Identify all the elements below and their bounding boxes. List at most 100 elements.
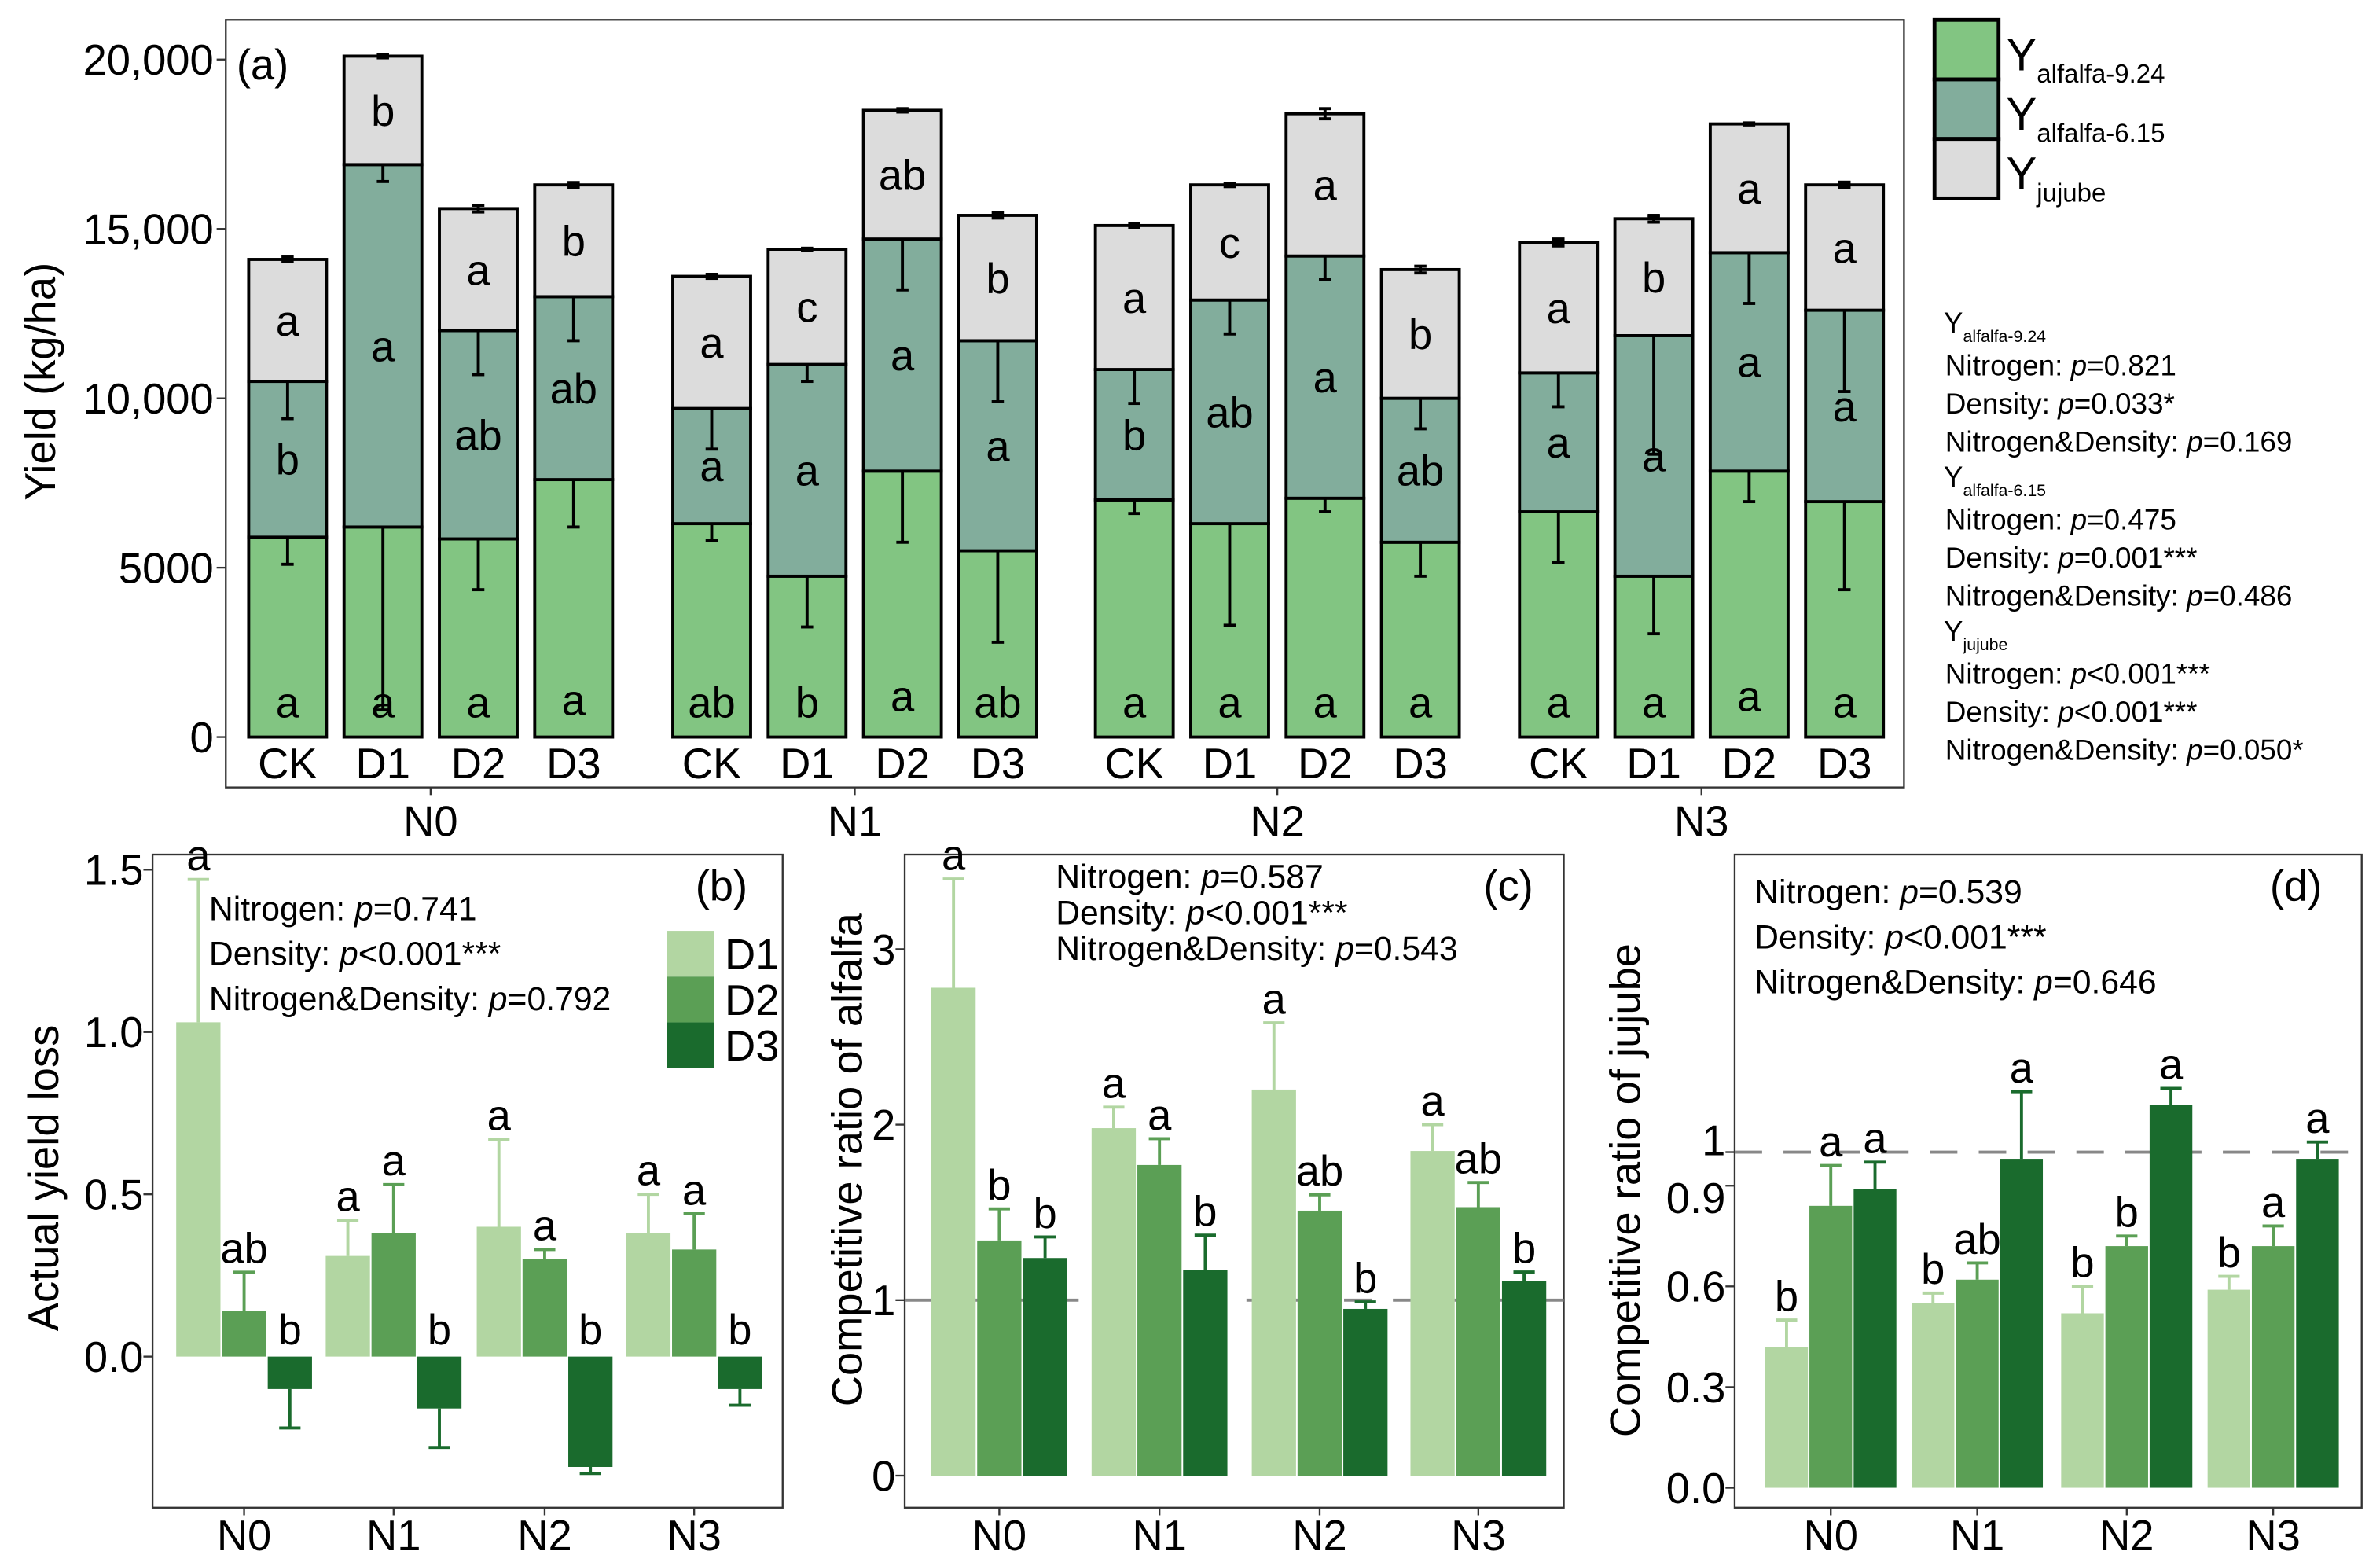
stat-value: =0.001***	[2074, 542, 2198, 574]
stat-label: Density:	[1945, 696, 2058, 728]
significance-letter: a	[487, 1091, 512, 1139]
y-tick-label: 1.0	[84, 1009, 144, 1057]
significance-letter: b	[428, 1306, 451, 1354]
legend-main: Y	[2006, 149, 2037, 200]
stat-value: =0.792	[508, 980, 612, 1018]
stat-value: =0.486	[2203, 580, 2293, 612]
bar-segment	[1284, 254, 1366, 500]
stat-value: =0.050*	[2203, 734, 2304, 766]
stat-value: =0.741	[373, 890, 477, 928]
legend-swatch	[667, 976, 714, 1023]
stat-value: =0.475	[2087, 504, 2176, 536]
stat-line: Nitrogen: p=0.741	[209, 890, 477, 928]
stat-p: p	[1898, 873, 1919, 911]
x-tick-label: D2	[451, 740, 505, 788]
legend-label: Yjujube	[2006, 149, 2106, 208]
significance-letter: b	[986, 255, 1009, 303]
x-tick-label: CK	[1529, 740, 1588, 788]
stat-line: Nitrogen&Density: p=0.486	[1945, 580, 2293, 612]
bar	[2061, 1313, 2104, 1488]
legend-sub: jujube	[2036, 178, 2106, 207]
stat-p: p	[2070, 658, 2088, 690]
stat-label: Nitrogen&Density:	[209, 980, 489, 1018]
stat-label: Density:	[1056, 894, 1186, 932]
bar	[222, 1311, 266, 1357]
bar	[2207, 1289, 2251, 1488]
y-tick-label: 5000	[119, 545, 214, 593]
significance-letter: a	[986, 422, 1010, 470]
significance-letter: a	[1122, 678, 1147, 726]
significance-letter: a	[1833, 383, 1857, 431]
significance-letter: b	[562, 218, 586, 266]
significance-letter: a	[682, 1166, 707, 1214]
x-tick-label: N2	[517, 1512, 571, 1555]
bar-segment	[1518, 241, 1600, 375]
significance-letter: ab	[1953, 1215, 2000, 1263]
significance-letter: ab	[454, 411, 501, 459]
bar	[1809, 1205, 1853, 1488]
stat-value: =0.821	[2087, 350, 2176, 382]
stat-p: p	[1883, 918, 1904, 956]
stat-p: p	[2186, 734, 2203, 766]
significance-letter: b	[1921, 1245, 1945, 1293]
x-tick-label: D1	[355, 740, 410, 788]
stat-label: Density:	[209, 936, 340, 973]
y-axis-title: Competitive ratio of alfalfa	[824, 912, 872, 1406]
significance-letter: a	[562, 677, 586, 725]
bar	[568, 1356, 613, 1467]
stat-line: Density: p<0.001***	[209, 936, 501, 973]
stat-value: <0.001***	[2074, 696, 2198, 728]
bar	[1023, 1258, 1067, 1476]
legend-label: D2	[725, 976, 779, 1024]
stat-line: Nitrogen: p=0.539	[1754, 873, 2022, 911]
bar	[267, 1356, 312, 1389]
significance-letter: b	[1775, 1272, 1798, 1320]
bar	[1853, 1189, 1897, 1488]
significance-letter: a	[466, 678, 490, 726]
significance-letter: b	[371, 87, 395, 135]
bar	[325, 1255, 370, 1357]
legend-swatch	[667, 1022, 714, 1068]
significance-letter: a	[276, 678, 300, 726]
bar-segment	[861, 108, 943, 241]
x-tick-label: D3	[1817, 740, 1871, 788]
significance-letter: a	[186, 832, 211, 880]
bar	[417, 1356, 462, 1409]
stat-value: <0.001***	[1904, 918, 2047, 956]
stats-heading: Yalfalfa-6.15	[1944, 461, 2046, 500]
significance-letter: a	[1262, 975, 1287, 1023]
significance-letter: ab	[688, 678, 735, 726]
plot-frame	[903, 853, 1565, 1509]
stat-value: =0.587	[1220, 858, 1324, 896]
significance-letter: a	[1819, 1118, 1843, 1166]
y-tick-label: 0.3	[1666, 1364, 1726, 1412]
y-tick-label: 15,000	[83, 206, 214, 254]
stat-label: Nitrogen&Density:	[1056, 930, 1335, 968]
significance-letter: a	[1148, 1091, 1172, 1139]
significance-letter: b	[1409, 311, 1432, 358]
y-tick-label: 20,000	[83, 36, 214, 84]
significance-letter: a	[1737, 672, 1761, 720]
x-tick-label: N1	[366, 1512, 421, 1555]
stat-label: Density:	[1945, 388, 2058, 420]
y-tick-label: 0.0	[84, 1333, 144, 1381]
significance-letter: b	[728, 1306, 751, 1354]
stat-line: Nitrogen: p=0.821	[1945, 350, 2176, 382]
stat-p: p	[353, 890, 373, 928]
stats-main: Y	[1944, 615, 1963, 647]
bar-segment	[766, 248, 848, 366]
stat-p: p	[2057, 696, 2074, 728]
significance-letter: ab	[974, 678, 1021, 726]
significance-letter: a	[1737, 339, 1761, 387]
stat-line: Density: p<0.001***	[1945, 696, 2198, 728]
x-tick-label: N1	[1950, 1512, 2004, 1555]
significance-letter: a	[1833, 678, 1857, 726]
stat-p: p	[2186, 426, 2203, 458]
stat-value: =0.646	[2053, 964, 2157, 1002]
bar	[1956, 1279, 1999, 1488]
